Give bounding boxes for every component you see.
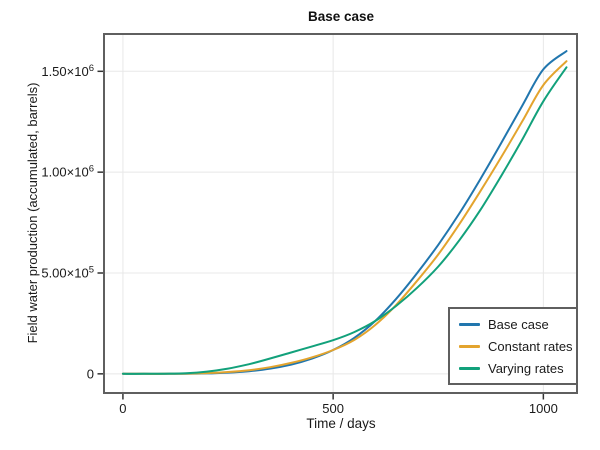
axis-layer: 0 500 1000 0 5.00×105 1.00×106 1.50×106 [41, 33, 578, 416]
y-tick-label: 5.00×105 [41, 264, 94, 280]
chart-title: Base case [308, 9, 375, 24]
x-axis-label: Time / days [306, 416, 376, 431]
legend-label-varying-rates: Varying rates [488, 360, 564, 376]
y-axis-label: Field water production (accumulated, bar… [25, 83, 40, 344]
x-tick-label: 500 [322, 401, 344, 416]
y-tick-label: 1.00×106 [41, 164, 94, 180]
legend-item-base-case: Base case [459, 318, 576, 331]
legend-item-constant-rates: Constant rates [459, 340, 576, 353]
legend-swatch-base-case [459, 322, 480, 326]
legend-item-varying-rates: Varying rates [459, 362, 576, 375]
x-tick-label: 1000 [529, 401, 558, 416]
x-tick-label: 0 [119, 401, 126, 416]
series-line-varying-rates [121, 66, 568, 375]
legend-box: Base case Constant rates Varying rates [448, 307, 578, 385]
plot-frame [103, 33, 578, 394]
legend-swatch-constant-rates [459, 344, 480, 348]
legend-swatch-varying-rates [459, 366, 480, 370]
y-tick-label: 1.50×106 [41, 63, 94, 79]
series-layer [121, 50, 568, 375]
y-tick-label: 0 [87, 366, 94, 381]
legend-label-constant-rates: Constant rates [488, 338, 573, 354]
legend-label-base-case: Base case [488, 316, 549, 332]
